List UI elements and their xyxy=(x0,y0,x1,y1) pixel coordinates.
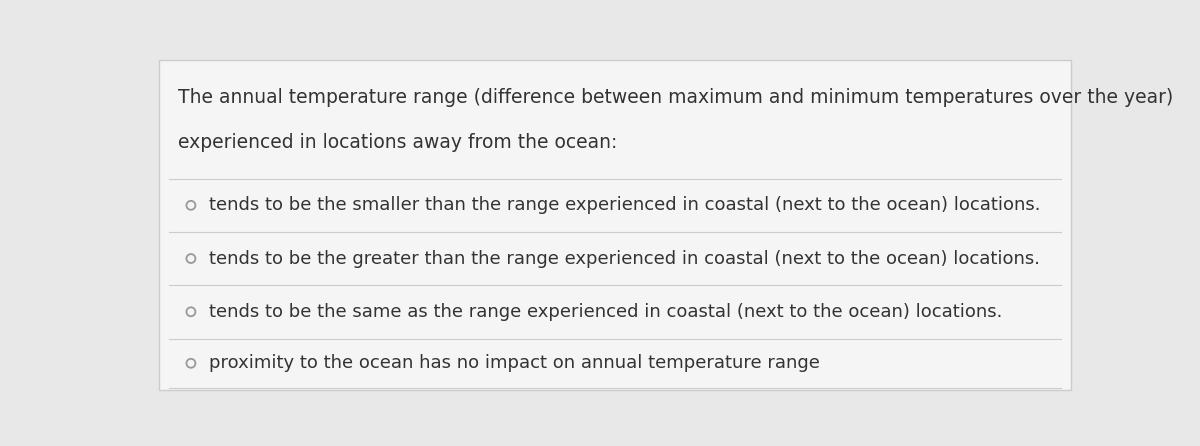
Text: proximity to the ocean has no impact on annual temperature range: proximity to the ocean has no impact on … xyxy=(209,354,820,372)
Text: experienced in locations away from the ocean:: experienced in locations away from the o… xyxy=(178,132,617,152)
Text: The annual temperature range (difference between maximum and minimum temperature: The annual temperature range (difference… xyxy=(178,88,1174,107)
FancyBboxPatch shape xyxy=(160,60,1070,390)
Text: tends to be the greater than the range experienced in coastal (next to the ocean: tends to be the greater than the range e… xyxy=(209,250,1039,268)
Text: tends to be the same as the range experienced in coastal (next to the ocean) loc: tends to be the same as the range experi… xyxy=(209,303,1002,321)
Text: tends to be the smaller than the range experienced in coastal (next to the ocean: tends to be the smaller than the range e… xyxy=(209,196,1040,215)
